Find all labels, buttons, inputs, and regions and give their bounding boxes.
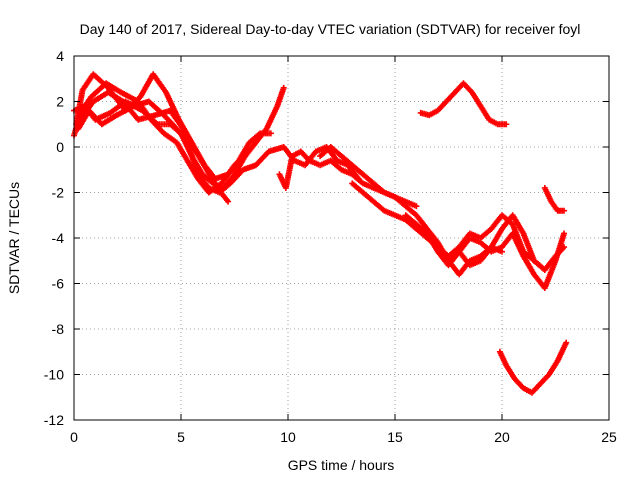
x-tick-label: 15 bbox=[387, 429, 403, 445]
y-tick-label: 0 bbox=[56, 139, 64, 155]
data-point bbox=[561, 230, 568, 237]
x-axis-ticks: 0 5 10 15 20 25 bbox=[70, 56, 617, 445]
data-point bbox=[280, 84, 287, 91]
data-points-layer bbox=[71, 71, 570, 396]
y-axis-ticks: -12 -10 -8 -6 -4 -2 0 2 4 bbox=[44, 48, 609, 428]
data-point bbox=[267, 130, 274, 137]
series-arc-5 bbox=[77, 89, 232, 205]
y-axis-label: SDTVAR / TECUs bbox=[6, 182, 22, 294]
y-tick-label: -12 bbox=[44, 412, 64, 428]
data-point bbox=[225, 198, 232, 205]
y-tick-label: -8 bbox=[52, 321, 65, 337]
series-arc-11 bbox=[445, 212, 568, 273]
grid-layer bbox=[74, 56, 609, 420]
data-point bbox=[242, 153, 249, 160]
y-tick-label: -10 bbox=[44, 367, 64, 383]
y-tick-label: -4 bbox=[52, 230, 65, 246]
chart-title: Day 140 of 2017, Sidereal Day-to-day VTE… bbox=[80, 21, 581, 37]
data-point bbox=[561, 244, 568, 251]
y-tick-label: -6 bbox=[52, 276, 65, 292]
x-tick-label: 20 bbox=[494, 429, 510, 445]
x-tick-label: 10 bbox=[280, 429, 296, 445]
y-tick-label: -2 bbox=[52, 185, 65, 201]
x-tick-label: 5 bbox=[177, 429, 185, 445]
data-point bbox=[503, 121, 510, 128]
x-axis-label: GPS time / hours bbox=[288, 457, 395, 473]
data-point bbox=[413, 203, 420, 210]
x-tick-label: 25 bbox=[601, 429, 617, 445]
y-tick-label: 2 bbox=[56, 94, 64, 110]
series-arc-13 bbox=[496, 339, 570, 396]
data-point bbox=[563, 339, 570, 346]
y-tick-label: 4 bbox=[56, 48, 64, 64]
series-arc-10 bbox=[417, 80, 510, 128]
data-point bbox=[561, 207, 568, 214]
x-tick-label: 0 bbox=[70, 429, 78, 445]
series-arc-12 bbox=[541, 184, 568, 214]
